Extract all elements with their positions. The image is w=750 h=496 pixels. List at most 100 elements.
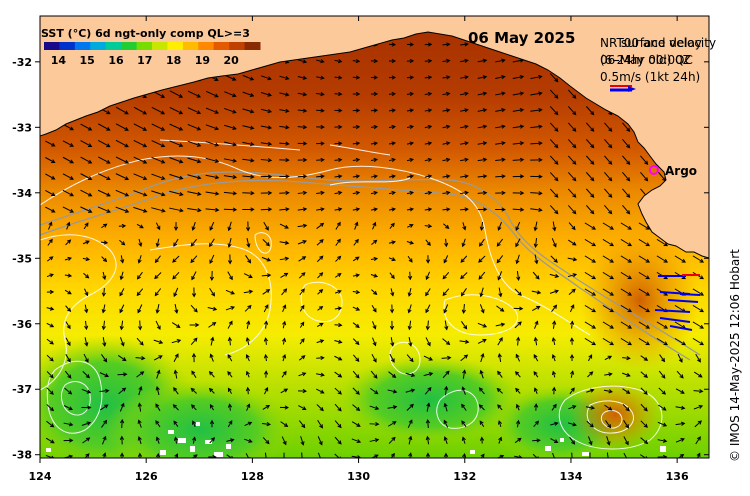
y-tick-label-2: -34 [12, 187, 32, 200]
velocity-arrow-914 [515, 419, 521, 428]
velocity-arrow-793 [334, 371, 343, 378]
velocity-arrow-713 [227, 336, 232, 346]
velocity-arrow-855 [119, 402, 125, 412]
velocity-arrow-196 [242, 108, 255, 114]
velocity-arrow-296 [45, 157, 56, 164]
velocity-arrow-96 [442, 58, 451, 64]
velocity-arrow-199 [297, 108, 308, 113]
velocity-arrow-526 [190, 255, 198, 264]
velocity-arrow-780 [99, 372, 110, 378]
velocity-arrow-751 [245, 354, 250, 362]
velocity-arrow-528 [227, 254, 233, 265]
velocity-arrow-823 [208, 387, 215, 394]
velocity-arrow-806 [570, 370, 575, 378]
product-label-2: 06-May 00:00Z [600, 53, 691, 67]
velocity-arrow-785 [191, 370, 197, 379]
velocity-arrow-350 [352, 174, 361, 179]
velocity-arrow-876 [497, 404, 503, 411]
velocity-arrow-476 [620, 222, 633, 230]
velocity-arrow-950 [498, 436, 503, 444]
velocity-arrow-266 [169, 140, 184, 148]
velocity-arrow-206 [424, 108, 433, 113]
velocity-arrow-504 [461, 238, 466, 248]
velocity-arrow-470 [515, 221, 521, 231]
velocity-arrow-574 [389, 272, 395, 280]
velocity-arrow-723 [408, 337, 413, 347]
velocity-arrow-832 [370, 387, 379, 395]
velocity-arrow-666 [46, 322, 55, 328]
sst-legend: SST (°C) 6d ngt-only comp QL>=3 14 15 16 17… [41, 27, 261, 67]
velocity-arrow-139 [549, 73, 559, 83]
velocity-arrow-485 [119, 239, 126, 246]
velocity-arrow-720 [352, 338, 360, 346]
velocity-arrow-191 [151, 106, 166, 115]
velocity-arrow-548 [584, 255, 597, 263]
velocity-arrow-694 [552, 320, 557, 329]
velocity-arrow-303 [169, 157, 184, 164]
velocity-arrow-690 [477, 322, 488, 328]
velocity-arrow-435 [549, 205, 559, 215]
velocity-arrow-800 [462, 369, 467, 379]
velocity-arrow-469 [497, 221, 503, 231]
velocity-arrow-956 [606, 436, 611, 446]
velocity-arrow-317 [424, 157, 433, 162]
y-tick-label-1: -33 [12, 121, 32, 134]
velocity-arrow-945 [408, 435, 413, 445]
velocity-arrow-534 [335, 255, 342, 262]
velocity-arrow-157 [205, 90, 219, 98]
legend-tick-2: 16 [108, 54, 124, 67]
velocity-arrow-230 [187, 123, 202, 131]
velocity-arrow-601 [209, 287, 216, 297]
velocity-arrow-809 [622, 372, 631, 377]
velocity-arrow-847 [640, 387, 648, 395]
velocity-arrow-323 [530, 157, 543, 163]
velocity-arrow-576 [425, 271, 431, 281]
velocity-arrow-304 [187, 157, 202, 164]
velocity-arrow-214 [567, 106, 577, 116]
velocity-arrow-384 [297, 190, 308, 195]
velocity-arrow-612 [407, 288, 412, 297]
velocity-arrow-424 [352, 207, 361, 212]
velocity-arrow-824 [227, 387, 232, 394]
velocity-arrow-952 [532, 438, 541, 443]
velocity-arrow-733 [584, 337, 597, 346]
velocity-arrow-203 [370, 108, 379, 113]
velocity-arrow-290 [604, 139, 613, 149]
velocity-arrow-375 [133, 190, 148, 197]
velocity-arrow-829 [316, 388, 325, 394]
velocity-arrow-938 [281, 436, 287, 446]
velocity-arrow-337 [115, 173, 130, 181]
velocity-arrow-670 [119, 320, 124, 331]
velocity-arrow-634 [137, 304, 143, 314]
velocity-arrow-836 [444, 385, 449, 396]
velocity-arrow-415 [187, 207, 202, 213]
x-tick-label-2: 128 [241, 470, 264, 483]
velocity-arrow-984 [443, 452, 449, 458]
velocity-arrow-889 [63, 422, 74, 427]
velocity-arrow-285 [512, 141, 525, 146]
velocity-arrow-939 [300, 436, 305, 446]
velocity-arrow-772 [622, 355, 631, 361]
velocity-arrow-305 [205, 157, 220, 163]
velocity-arrow-382 [260, 190, 273, 196]
velocity-arrow-909 [425, 418, 431, 429]
velocity-arrow-703 [46, 338, 54, 345]
product-label-3: surface velocity [621, 36, 716, 50]
y-tick-label-6: -38 [12, 449, 32, 462]
velocity-arrow-432 [495, 207, 506, 212]
velocity-arrow-575 [407, 271, 413, 281]
velocity-arrow-708 [136, 337, 144, 346]
velocity-arrow-393 [460, 190, 469, 195]
velocity-arrow-968 [155, 452, 161, 458]
velocity-arrow-513 [620, 238, 633, 247]
velocity-arrow-97 [460, 58, 469, 63]
velocity-arrow-946 [425, 435, 430, 445]
velocity-arrow-287 [549, 139, 559, 149]
velocity-arrow-400 [585, 188, 595, 198]
velocity-arrow-742 [83, 353, 89, 363]
velocity-arrow-190 [133, 106, 148, 115]
velocity-arrow-161 [279, 92, 290, 97]
velocity-arrow-555 [46, 273, 54, 278]
velocity-arrow-943 [369, 438, 380, 443]
velocity-arrow-838 [478, 387, 485, 395]
